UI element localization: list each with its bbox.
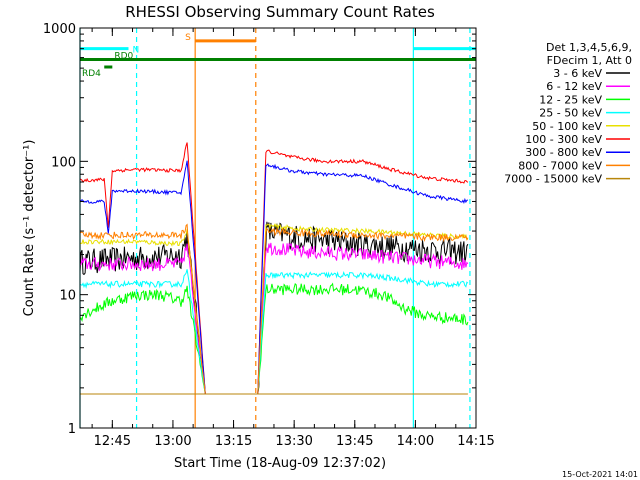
annotation-label-n: N [132, 46, 139, 56]
y-tick-label: 1000 [43, 22, 76, 37]
x-tick-label: 13:45 [336, 434, 373, 449]
x-tick-label: 13:00 [154, 434, 191, 449]
x-tick-label: 14:15 [457, 434, 494, 449]
legend-label-1: 6 - 12 keV [546, 80, 602, 93]
series-line-7 [79, 223, 469, 395]
axes-frame [79, 27, 477, 429]
chart-title: RHESSI Observing Summary Count Rates [125, 3, 435, 21]
plot-area: N S RD0 RD4 [79, 28, 476, 428]
legend: Det 1,3,4,5,6,9,FDecim 1, Att 03 - 6 keV… [504, 41, 632, 186]
series-line-3 [79, 269, 469, 395]
legend-label-5: 100 - 300 keV [525, 133, 602, 146]
y-axis-label: Count Rate (s⁻¹ detector⁻¹) [22, 140, 37, 317]
y-tick-label: 10 [59, 289, 76, 304]
x-tick-label: 13:15 [215, 434, 252, 449]
annotation-label-rd0: RD0 [114, 52, 133, 62]
legend-label-7: 800 - 7000 keV [518, 159, 602, 172]
series-line-5 [79, 142, 469, 395]
legend-label-8: 7000 - 15000 keV [504, 173, 602, 186]
series-line-6 [79, 160, 469, 395]
x-axis-label: Start Time (18-Aug-09 12:37:02) [174, 456, 386, 471]
x-tick-label: 13:30 [275, 434, 312, 449]
x-tick-label: 14:00 [397, 434, 434, 449]
annotation-label-s: S [185, 33, 191, 43]
y-tick-label: 100 [51, 155, 76, 170]
legend-header-line-0: Det 1,3,4,5,6,9, [546, 41, 632, 54]
legend-label-0: 3 - 6 keV [553, 67, 602, 80]
annotation-label-rd4: RD4 [82, 69, 101, 79]
x-tick-label: 12:45 [94, 434, 131, 449]
legend-label-6: 300 - 800 keV [525, 146, 602, 159]
series-line-2 [79, 282, 469, 395]
y-tick-label: 1 [68, 422, 76, 437]
legend-label-3: 25 - 50 keV [539, 107, 602, 120]
series-line-1 [79, 242, 469, 395]
timestamp: 15-Oct-2021 14:01 [562, 470, 638, 479]
legend-label-2: 12 - 25 keV [539, 93, 602, 106]
legend-header-line-1: FDecim 1, Att 0 [547, 54, 632, 67]
legend-label-4: 50 - 100 keV [532, 120, 602, 133]
axes: 1000 100 10 1 12:45 13:00 13:15 13:30 13:45 14:00… [43, 22, 495, 449]
